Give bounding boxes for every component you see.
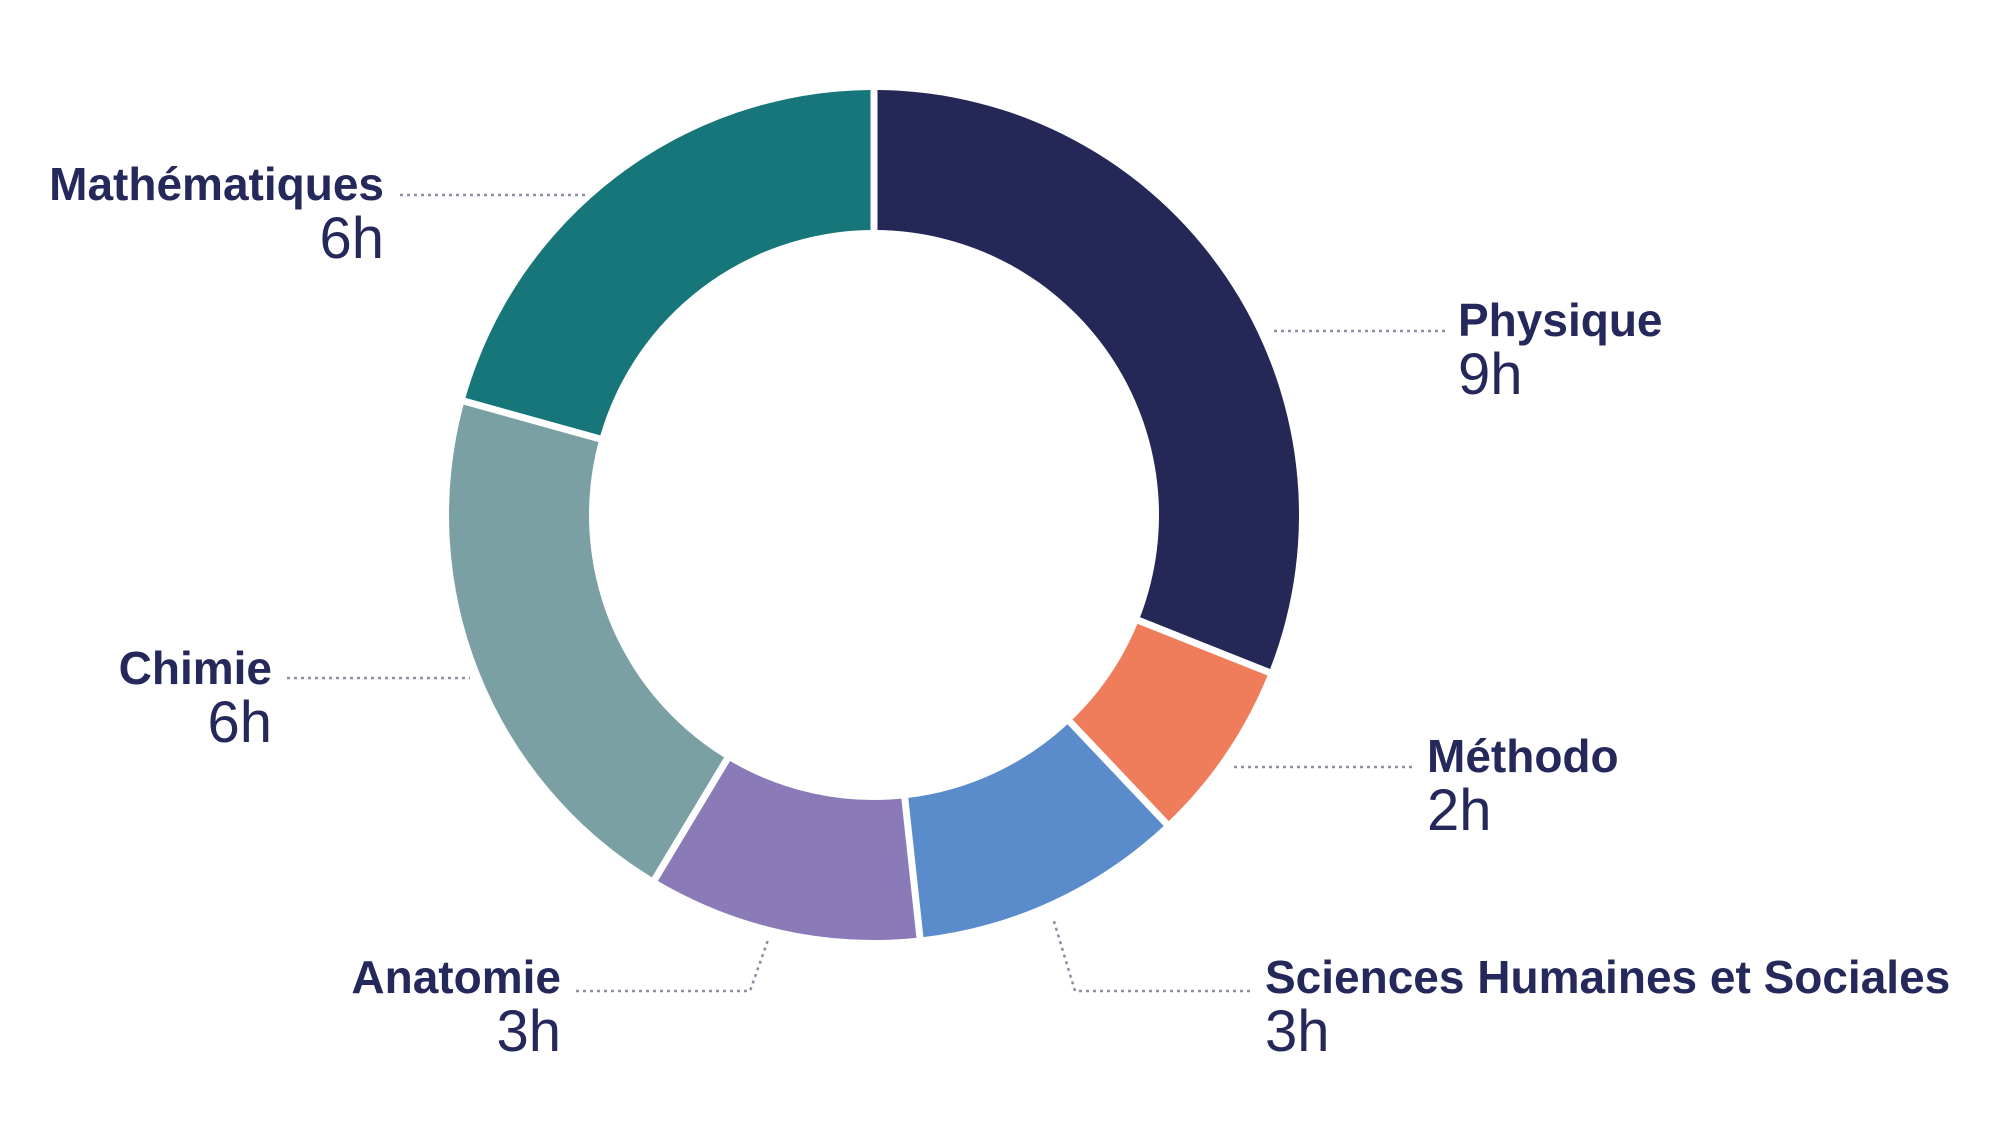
slice-value-sciences-humaines-et-sociales: 3h [1265, 999, 1330, 1064]
slice-label-anatomie: Anatomie [351, 951, 561, 1003]
slice-label-physique: Physique [1458, 294, 1663, 346]
leader-line-sciences-humaines-et-sociales [1051, 917, 1250, 993]
slice-anatomie [657, 760, 917, 941]
slice-physique [877, 90, 1299, 670]
slice-sciences-humaines-et-sociales [908, 724, 1164, 938]
slice-value-methodo: 2h [1427, 778, 1492, 843]
slices-layer [449, 90, 1299, 941]
leaders-layer [287, 193, 1445, 993]
slice-value-anatomie: 3h [496, 999, 561, 1064]
slice-mathematiques [465, 90, 871, 436]
slice-methodo [1072, 623, 1268, 822]
slice-label-chimie: Chimie [119, 642, 272, 694]
slice-label-mathematiques: Mathématiques [49, 158, 384, 210]
slice-value-mathematiques: 6h [319, 206, 384, 271]
slice-chimie [449, 404, 725, 878]
slice-label-methodo: Méthodo [1427, 730, 1619, 782]
leader-line-anatomie [576, 939, 770, 993]
slice-value-physique: 9h [1458, 342, 1523, 407]
slice-label-sciences-humaines-et-sociales: Sciences Humaines et Sociales [1265, 951, 1950, 1003]
slice-value-chimie: 6h [207, 690, 272, 755]
